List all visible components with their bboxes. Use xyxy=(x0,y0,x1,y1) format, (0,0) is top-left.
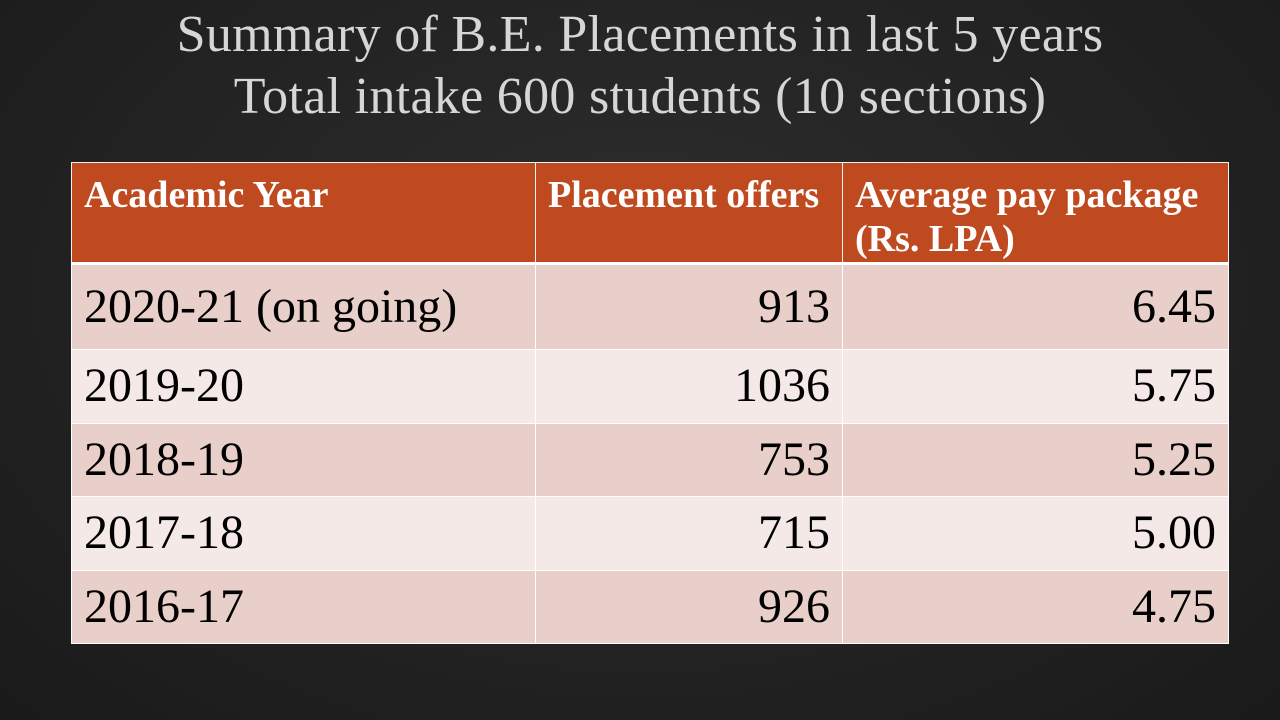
slide-title: Summary of B.E. Placements in last 5 yea… xyxy=(0,4,1280,128)
cell-academic-year: 2016-17 xyxy=(72,570,536,644)
header-average-pay-package: Average pay package (Rs. LPA) xyxy=(843,163,1229,264)
cell-average-package: 5.75 xyxy=(843,350,1229,424)
cell-placement-offers: 926 xyxy=(536,570,843,644)
cell-placement-offers: 753 xyxy=(536,423,843,497)
cell-average-package: 4.75 xyxy=(843,570,1229,644)
cell-average-package: 5.00 xyxy=(843,497,1229,571)
cell-average-package: 6.45 xyxy=(843,264,1229,350)
title-line-1: Summary of B.E. Placements in last 5 yea… xyxy=(0,4,1280,66)
placements-table: Academic Year Placement offers Average p… xyxy=(71,162,1229,644)
cell-academic-year: 2020-21 (on going) xyxy=(72,264,536,350)
table-row: 2018-19 753 5.25 xyxy=(72,423,1229,497)
table-row: 2016-17 926 4.75 xyxy=(72,570,1229,644)
table-row: 2020-21 (on going) 913 6.45 xyxy=(72,264,1229,350)
cell-academic-year: 2019-20 xyxy=(72,350,536,424)
cell-placement-offers: 715 xyxy=(536,497,843,571)
cell-placement-offers: 1036 xyxy=(536,350,843,424)
title-line-2: Total intake 600 students (10 sections) xyxy=(0,66,1280,128)
cell-placement-offers: 913 xyxy=(536,264,843,350)
table-header-row: Academic Year Placement offers Average p… xyxy=(72,163,1229,264)
cell-academic-year: 2017-18 xyxy=(72,497,536,571)
table-row: 2019-20 1036 5.75 xyxy=(72,350,1229,424)
header-academic-year: Academic Year xyxy=(72,163,536,264)
cell-average-package: 5.25 xyxy=(843,423,1229,497)
table-row: 2017-18 715 5.00 xyxy=(72,497,1229,571)
cell-academic-year: 2018-19 xyxy=(72,423,536,497)
header-placement-offers: Placement offers xyxy=(536,163,843,264)
